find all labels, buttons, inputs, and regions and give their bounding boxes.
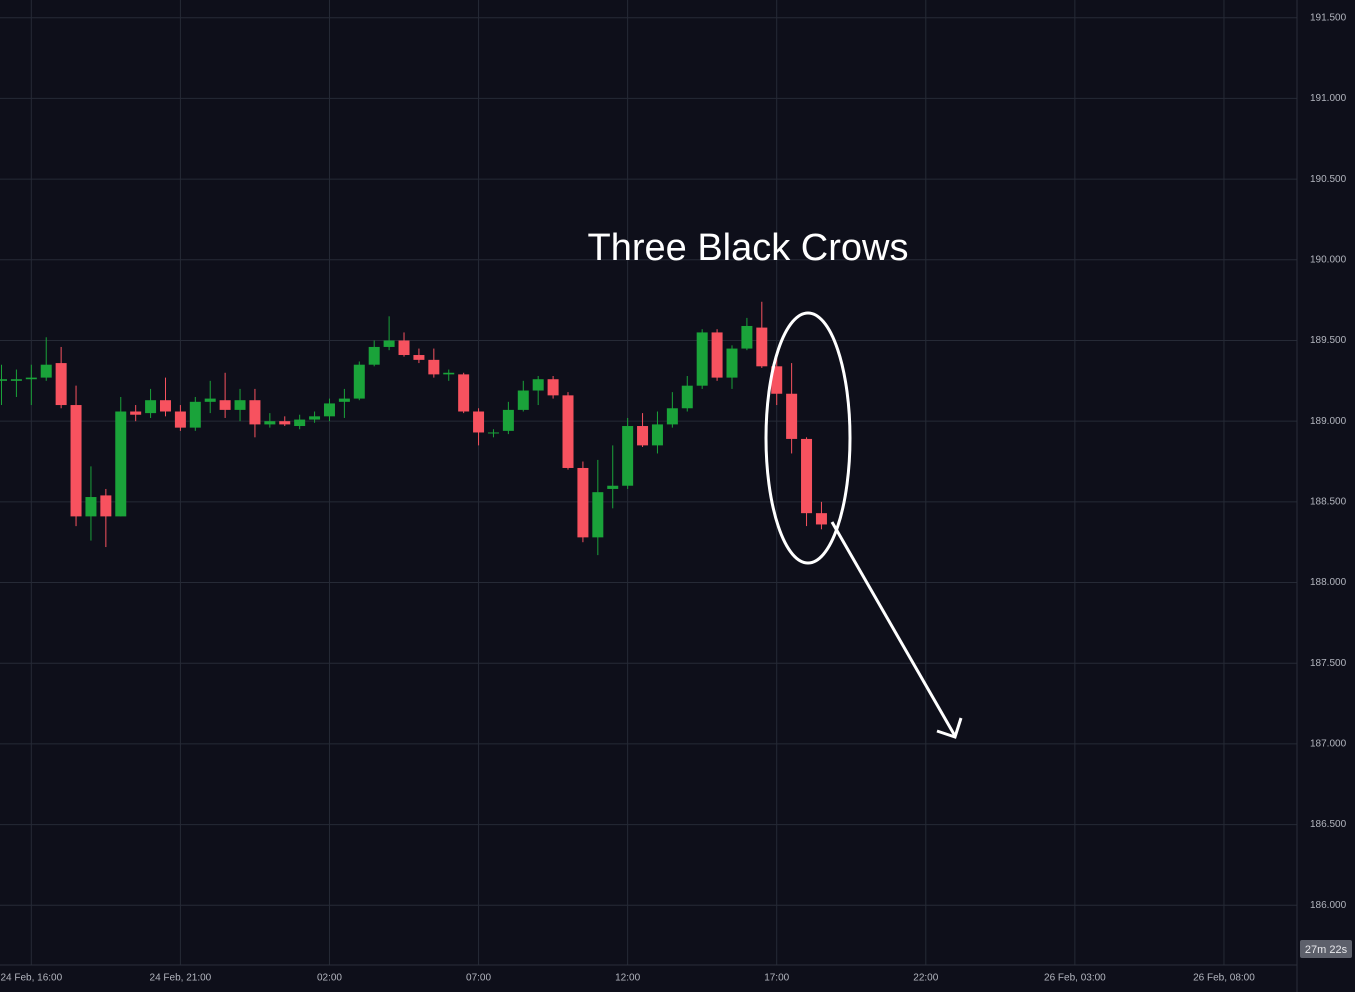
y-tick-label: 189.500 bbox=[1310, 335, 1347, 346]
candle-body bbox=[234, 400, 246, 410]
candle-body bbox=[786, 393, 798, 439]
candle-body bbox=[55, 363, 67, 406]
x-tick-label: 24 Feb, 16:00 bbox=[0, 973, 62, 984]
candle-body bbox=[681, 385, 693, 409]
grid bbox=[0, 0, 1297, 965]
candle-body bbox=[279, 421, 291, 425]
x-tick-label: 24 Feb, 21:00 bbox=[150, 973, 212, 984]
candle-body bbox=[25, 377, 37, 380]
candle-body bbox=[443, 372, 455, 375]
candle-body bbox=[368, 346, 380, 365]
trend-arrow bbox=[830, 521, 957, 737]
y-tick-label: 190.000 bbox=[1310, 254, 1347, 265]
x-tick-label: 12:00 bbox=[615, 973, 640, 984]
candle-body bbox=[771, 366, 783, 394]
candle-body bbox=[219, 400, 231, 410]
candle-body bbox=[159, 400, 171, 412]
candle-body bbox=[428, 359, 440, 375]
y-tick-label: 187.000 bbox=[1310, 739, 1347, 750]
candle-body bbox=[249, 400, 261, 425]
candle-body bbox=[473, 411, 485, 433]
countdown-badge bbox=[1300, 940, 1352, 958]
candle-body bbox=[666, 408, 678, 425]
candle-body bbox=[651, 424, 663, 446]
candle-body bbox=[353, 364, 365, 399]
candle-body bbox=[100, 495, 112, 517]
y-tick-label: 191.000 bbox=[1310, 93, 1347, 104]
x-tick-label: 02:00 bbox=[317, 973, 342, 984]
candle-body bbox=[562, 395, 574, 468]
candle-body bbox=[607, 485, 619, 489]
candle-body bbox=[130, 411, 142, 415]
candle-body bbox=[10, 379, 22, 381]
candle-body bbox=[309, 416, 321, 420]
candle-body bbox=[502, 409, 514, 431]
candle-body bbox=[398, 340, 410, 356]
candle-body bbox=[85, 497, 97, 517]
candle-body bbox=[592, 492, 604, 538]
annotation: Three Black Crows bbox=[588, 227, 909, 269]
x-tick-label: 26 Feb, 08:00 bbox=[1193, 973, 1255, 984]
candle-body bbox=[323, 403, 335, 417]
candle-body bbox=[174, 411, 186, 428]
y-tick-label: 186.500 bbox=[1310, 819, 1347, 830]
candle-body bbox=[189, 401, 201, 428]
candle-body bbox=[487, 432, 499, 434]
candle-body bbox=[756, 327, 768, 367]
candle-body bbox=[383, 340, 395, 347]
y-tick-label: 191.500 bbox=[1310, 12, 1347, 23]
candle-body bbox=[338, 398, 350, 402]
candle-body bbox=[458, 374, 470, 412]
candle-body bbox=[696, 332, 708, 386]
x-tick-label: 26 Feb, 03:00 bbox=[1044, 973, 1106, 984]
y-tick-label: 187.500 bbox=[1310, 658, 1347, 669]
candle-body bbox=[637, 426, 649, 446]
y-tick-label: 188.000 bbox=[1310, 577, 1347, 588]
candle-body bbox=[517, 390, 529, 410]
candle-body bbox=[532, 379, 544, 391]
candle-body bbox=[547, 379, 559, 396]
highlight-ellipse bbox=[764, 311, 852, 565]
candle-body bbox=[294, 419, 306, 427]
candle-body bbox=[264, 421, 276, 425]
candle-body bbox=[204, 398, 216, 402]
x-tick-label: 22:00 bbox=[913, 973, 938, 984]
candle-body bbox=[0, 379, 7, 381]
candle-body bbox=[145, 400, 157, 414]
candle-body bbox=[741, 325, 753, 349]
candle-body bbox=[726, 348, 738, 378]
candle-body bbox=[711, 332, 723, 378]
candle-body bbox=[70, 405, 82, 517]
candle-body bbox=[815, 513, 827, 525]
y-tick-label: 190.500 bbox=[1310, 174, 1347, 185]
labels: 186.000 186.500 187.000 187.500 188.000 188.5… bbox=[0, 12, 1346, 983]
candle-body bbox=[413, 355, 425, 360]
candle-body bbox=[622, 426, 634, 486]
candle-body bbox=[577, 467, 589, 538]
trend-arrow-head bbox=[936, 717, 963, 739]
candle-body bbox=[801, 438, 813, 514]
candle-body bbox=[40, 364, 52, 378]
countdown: 27m 22s bbox=[1305, 944, 1348, 956]
y-tick-label: 186.000 bbox=[1310, 900, 1347, 911]
y-tick-label: 189.000 bbox=[1310, 416, 1347, 427]
x-tick-label: 17:00 bbox=[764, 973, 789, 984]
y-tick-label: 188.500 bbox=[1310, 497, 1347, 508]
x-tick-label: 07:00 bbox=[466, 973, 491, 984]
candle-body bbox=[115, 411, 127, 517]
candles bbox=[0, 301, 827, 556]
